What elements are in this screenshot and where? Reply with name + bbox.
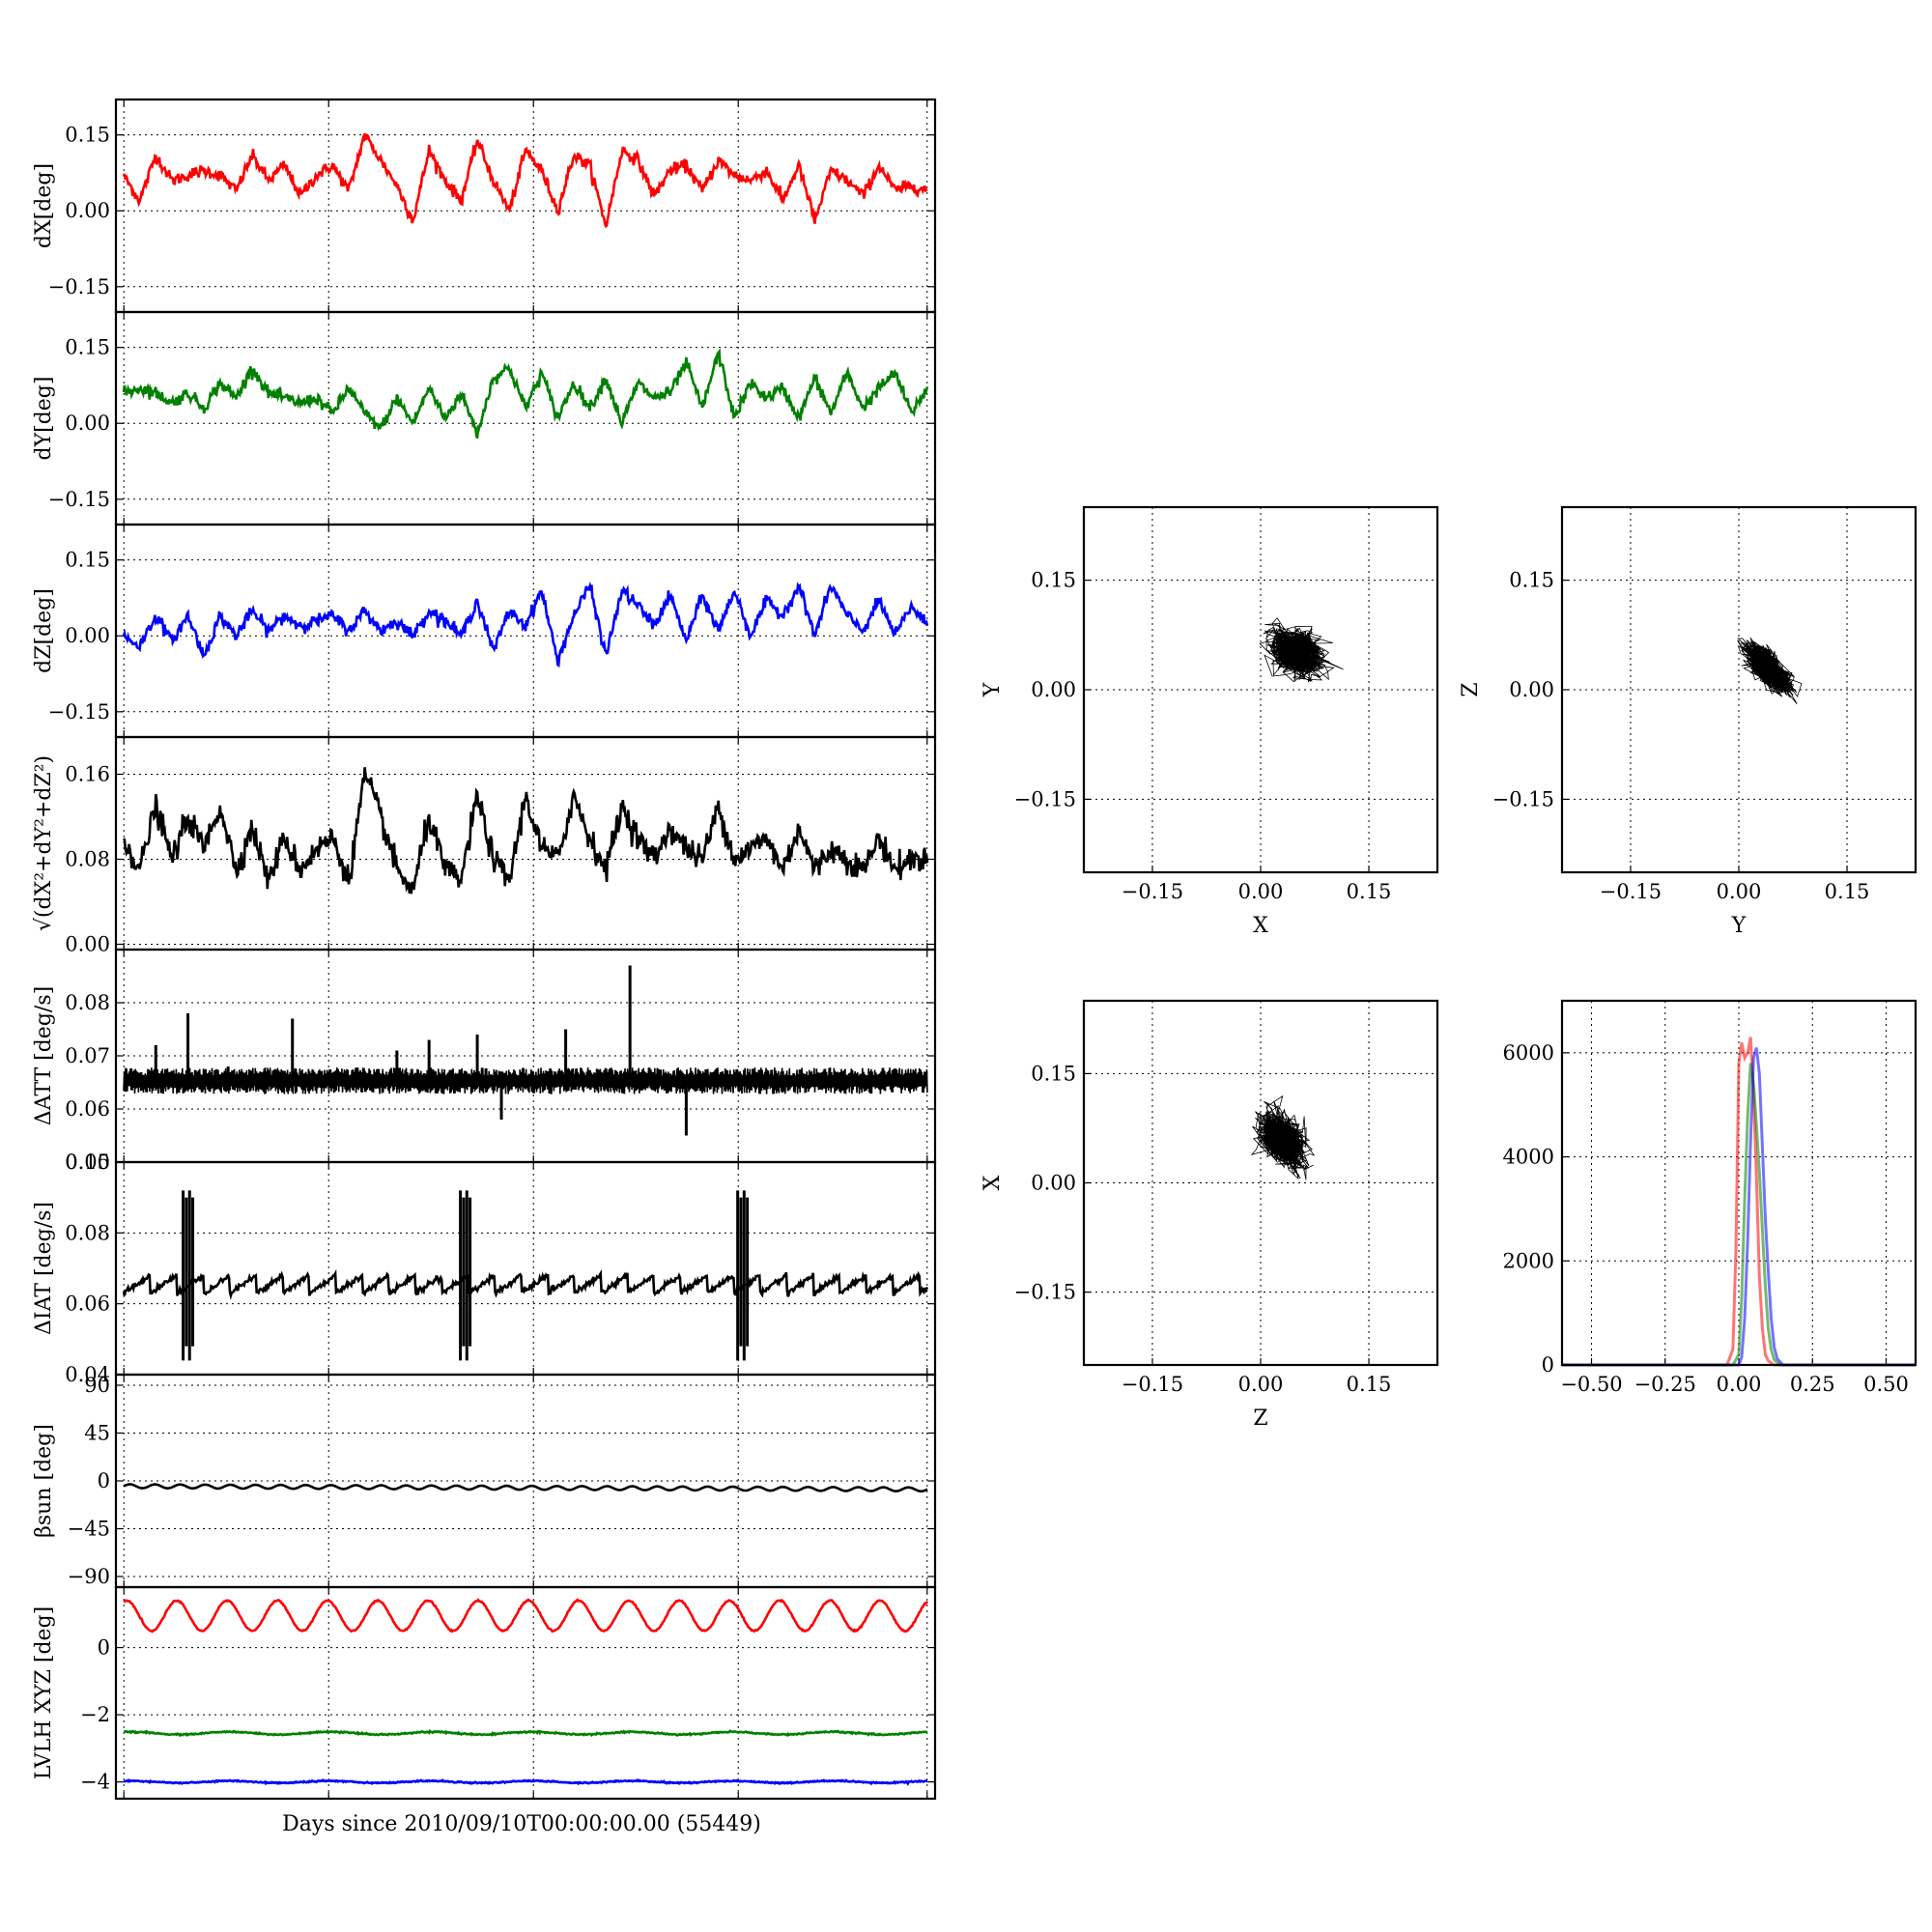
panel-scatZX-xtick-label: 0.15: [1347, 1373, 1392, 1396]
panel-scatXY-xlabel: X: [1253, 914, 1268, 938]
panel-lvlh-ylabel: LVLH XYZ [deg]: [32, 1606, 56, 1780]
panel-dX-series-line: [122, 133, 928, 229]
panel-dIAT-ytick-label: 0.04: [65, 1363, 110, 1386]
panel-scatZX-frame: [1082, 999, 1439, 1367]
panel-scatYZ-xtick-label: −0.15: [1600, 880, 1662, 903]
panel-dR-frame: [114, 735, 937, 952]
panel-dATT-ytick-label: 0.06: [65, 1097, 110, 1121]
panel-scatXY-ytick-label: 0.00: [1031, 678, 1076, 701]
panel-scatZX-ytick-label: 0.15: [1031, 1062, 1076, 1085]
panel-dY-series-line: [122, 348, 929, 440]
panel-hist-ytick-label: 0: [1542, 1353, 1554, 1377]
panel-hist-ytick-label: 4000: [1503, 1146, 1554, 1169]
panel-scatZX-xtick-label: 0.00: [1238, 1373, 1284, 1396]
panel-scatYZ-trajectory: [1737, 637, 1803, 704]
panel-dIAT-series-line: [122, 1268, 929, 1300]
panel-lvlh-frame: [114, 1585, 937, 1801]
panel-dX-ytick-label: 0.00: [65, 199, 110, 222]
panel-scatYZ-ytick-label: −0.15: [1492, 787, 1554, 810]
panel-dIAT-ytick-label: 0.10: [65, 1151, 110, 1174]
panel-dZ-ytick-label: 0.15: [65, 549, 110, 572]
panel-dX-ylabel: dX[deg]: [32, 163, 56, 248]
panel-beta-ytick-label: −90: [68, 1565, 110, 1588]
panel-scatXY-xtick-label: 0.00: [1238, 880, 1284, 903]
panel-scatZX-ylabel: X: [980, 1175, 1005, 1190]
panel-dY-ytick-label: 0.00: [65, 412, 110, 435]
panel-dATT-ylabel: ΔATT [deg/s]: [32, 986, 56, 1125]
panel-scatYZ-ytick-label: 0.00: [1509, 678, 1554, 701]
panel-dZ-series-line: [122, 581, 929, 668]
panel-scatYZ-ylabel: Z: [1459, 682, 1483, 696]
panel-scatZX-xlabel: Z: [1253, 1406, 1267, 1431]
panel-dY-ytick-label: 0.15: [65, 336, 110, 359]
panel-dY-frame: [114, 310, 937, 526]
panel-dX-ytick-label: −0.15: [48, 275, 110, 298]
panel-lvlh-ytick-label: 0: [98, 1636, 110, 1660]
panel-dZ-ylabel: dZ[deg]: [32, 588, 56, 673]
panel-hist-frame: [1560, 999, 1918, 1367]
panel-scatYZ-xlabel: Y: [1731, 914, 1747, 938]
panel-beta-ytick-label: 45: [84, 1422, 110, 1445]
panel-dATT-ytick-label: 0.08: [65, 991, 110, 1014]
panel-dIAT-ytick-label: 0.08: [65, 1221, 110, 1244]
panel-dATT-series-line: [123, 1067, 928, 1094]
panel-hist-ytick-label: 6000: [1503, 1041, 1554, 1065]
panel-beta-ytick-label: −45: [68, 1518, 110, 1541]
panel-dIAT-frame: [114, 1160, 937, 1377]
panel-dZ-ytick-label: 0.00: [65, 624, 110, 647]
panel-hist-series-line-1: [1562, 1063, 1916, 1367]
panel-dR-ytick-label: 0.16: [65, 763, 110, 786]
panel-dY-ylabel: dY[deg]: [32, 377, 56, 461]
panel-hist-ytick-label: 2000: [1503, 1249, 1554, 1272]
panel-scatXY-frame: [1082, 505, 1439, 874]
panel-scatZX-ytick-label: −0.15: [1014, 1281, 1076, 1304]
panel-scatYZ-frame: [1560, 505, 1918, 874]
panel-hist-xtick-label: 0.25: [1790, 1373, 1835, 1396]
panel-hist-series-line-0: [1562, 1037, 1916, 1367]
panel-dY-ytick-label: −0.15: [48, 488, 110, 511]
panel-lvlh-series-line-2: [123, 1778, 928, 1786]
panel-scatXY-xtick-label: 0.15: [1347, 880, 1392, 903]
panel-scatXY-xtick-label: −0.15: [1122, 880, 1183, 903]
panel-scatZX-ytick-label: 0.00: [1031, 1172, 1076, 1195]
panel-lvlh-ytick-label: −2: [80, 1703, 110, 1726]
panel-lvlh-series-line-0: [123, 1598, 929, 1634]
panel-dX-ytick-label: 0.15: [65, 124, 110, 147]
panel-beta-ytick-label: 90: [84, 1374, 110, 1397]
panel-hist-xtick-label: −0.50: [1560, 1373, 1622, 1396]
panel-dR-ytick-label: 0.00: [65, 933, 110, 956]
panel-dR-series-line: [122, 767, 929, 895]
panel-dR-ytick-label: 0.08: [65, 848, 110, 871]
panel-lvlh-ytick-label: −4: [80, 1771, 110, 1794]
panel-scatZX-xtick-label: −0.15: [1122, 1373, 1183, 1396]
panel-lvlh-series-line-1: [123, 1728, 928, 1738]
panel-beta-series-line: [123, 1483, 928, 1493]
panel-scatXY-ytick-label: 0.15: [1031, 569, 1076, 592]
panel-scatXY-ytick-label: −0.15: [1014, 787, 1076, 810]
panel-beta-ytick-label: 0: [98, 1469, 110, 1492]
panel-hist-series-line-2: [1562, 1047, 1916, 1367]
panel-scatYZ-ytick-label: 0.15: [1509, 569, 1554, 592]
panel-dIAT-ytick-label: 0.06: [65, 1293, 110, 1316]
panel-scatXY-trajectory: [1259, 617, 1344, 683]
panel-dZ-ytick-label: −0.15: [48, 700, 110, 724]
panel-dR-ylabel: √(dX²+dY²+dZ²): [32, 755, 56, 931]
figure-xlabel: Days since 2010/09/10T00:00:00.00 (55449…: [282, 1812, 761, 1836]
panel-scatYZ-xtick-label: 0.15: [1825, 880, 1870, 903]
panel-hist-xtick-label: −0.25: [1634, 1373, 1696, 1396]
panel-dATT-ytick-label: 0.07: [65, 1044, 110, 1067]
panel-hist-xtick-label: 0.00: [1717, 1373, 1762, 1396]
panel-beta-ylabel: βsun [deg]: [32, 1424, 56, 1538]
panel-scatXY-ylabel: Y: [980, 682, 1005, 697]
panel-dIAT-ylabel: ΔIAT [deg/s]: [32, 1202, 56, 1335]
panel-scatYZ-xtick-label: 0.00: [1717, 880, 1762, 903]
panel-scatZX-trajectory: [1250, 1094, 1316, 1180]
panel-hist-xtick-label: 0.50: [1863, 1373, 1909, 1396]
panel-dATT-ytick-label: 0.05: [65, 1151, 110, 1174]
